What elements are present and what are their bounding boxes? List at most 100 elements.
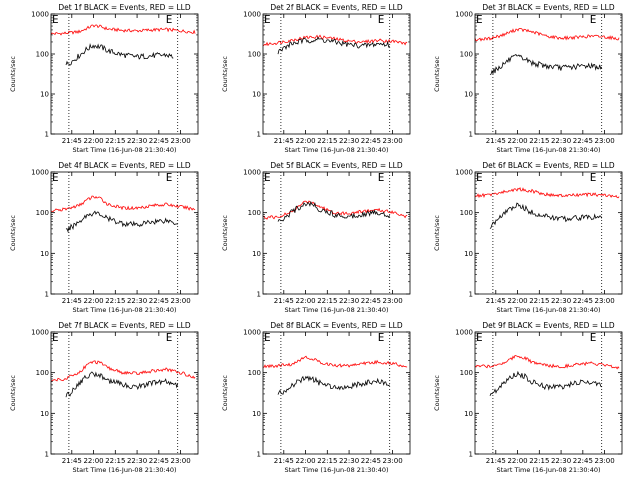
x-tick-label: 22:15 — [105, 457, 125, 465]
lld-series-line — [474, 187, 620, 199]
x-tick-label: 22:30 — [551, 137, 571, 145]
flag-label: E — [166, 13, 173, 26]
x-tick-label: 22:00 — [507, 457, 527, 465]
x-tick-label: 23:00 — [594, 297, 614, 305]
x-tick-label: 21:45 — [486, 297, 506, 305]
y-tick-label: 1000 — [243, 11, 261, 19]
x-tick-label: 23:00 — [594, 457, 614, 465]
x-tick-label: 22:45 — [361, 457, 381, 465]
panel-title: Det 9f BLACK = Events, RED = LLD — [482, 321, 615, 330]
y-tick-label: 10 — [252, 91, 261, 99]
events-series-line — [65, 210, 178, 234]
plot-frame — [262, 171, 411, 295]
x-tick-label: 22:15 — [105, 297, 125, 305]
y-tick-label: 1 — [45, 131, 49, 139]
y-tick-label: 100 — [248, 369, 261, 377]
x-tick-label: 22:15 — [529, 297, 549, 305]
lld-series-line — [474, 355, 620, 370]
y-tick-label: 100 — [248, 51, 261, 59]
plot-frame — [50, 171, 199, 295]
flag-label: E — [264, 13, 271, 26]
x-axis-label: Start Time (16-Jun-08 21:30:40) — [73, 306, 177, 314]
y-tick-label: 1 — [257, 451, 261, 459]
y-axis-label: Counts/sec — [9, 56, 17, 92]
x-tick-label: 22:00 — [507, 137, 527, 145]
y-tick-label: 100 — [460, 51, 473, 59]
x-tick-label: 22:15 — [529, 137, 549, 145]
flag-label: E — [378, 331, 385, 344]
events-series-line — [277, 375, 390, 395]
y-tick-label: 1 — [469, 291, 473, 299]
plot-frame — [474, 13, 623, 135]
y-axis-label: Counts/sec — [433, 375, 441, 411]
x-tick-label: 21:45 — [486, 137, 506, 145]
events-series-line — [489, 53, 603, 75]
events-series-line — [489, 202, 603, 229]
flag-label: E — [590, 331, 597, 344]
x-tick-label: 21:45 — [62, 457, 82, 465]
x-tick-label: 23:00 — [594, 137, 614, 145]
y-tick-label: 1 — [469, 131, 473, 139]
flag-label: E — [590, 13, 597, 26]
x-tick-label: 22:00 — [83, 137, 103, 145]
panel-title: Det 1f BLACK = Events, RED = LLD — [58, 3, 191, 12]
panel-title: Det 8f BLACK = Events, RED = LLD — [270, 321, 403, 330]
y-tick-label: 10 — [464, 410, 473, 418]
x-tick-label: 22:15 — [317, 137, 337, 145]
flag-label: E — [264, 331, 271, 344]
x-tick-label: 22:30 — [127, 137, 147, 145]
y-tick-label: 1000 — [31, 329, 49, 337]
x-tick-label: 22:45 — [149, 137, 169, 145]
x-tick-label: 22:00 — [295, 297, 315, 305]
y-tick-label: 100 — [36, 209, 49, 217]
events-series-line — [65, 371, 179, 398]
y-tick-label: 1 — [257, 291, 261, 299]
x-tick-label: 22:45 — [573, 297, 593, 305]
events-series-line — [489, 370, 602, 396]
y-tick-label: 10 — [464, 91, 473, 99]
y-axis-label: Counts/sec — [9, 375, 17, 411]
x-tick-label: 23:00 — [382, 137, 402, 145]
events-series-line — [65, 43, 174, 66]
x-tick-label: 21:45 — [274, 137, 294, 145]
y-tick-label: 10 — [252, 250, 261, 258]
x-tick-label: 22:30 — [339, 137, 359, 145]
plot-frame — [474, 331, 623, 455]
y-axis-label: Counts/sec — [433, 56, 441, 92]
lld-series-line — [50, 24, 196, 36]
flag-label: E — [476, 331, 483, 344]
x-tick-label: 23:00 — [170, 137, 190, 145]
x-tick-label: 22:30 — [339, 457, 359, 465]
x-tick-label: 22:15 — [529, 457, 549, 465]
x-tick-label: 22:00 — [295, 457, 315, 465]
x-tick-label: 23:00 — [382, 297, 402, 305]
y-tick-label: 100 — [36, 51, 49, 59]
lld-series-line — [262, 200, 408, 220]
flag-label: E — [378, 171, 385, 184]
y-tick-label: 1000 — [31, 11, 49, 19]
lld-series-line — [263, 355, 408, 369]
x-tick-label: 21:45 — [274, 297, 294, 305]
x-tick-label: 22:30 — [127, 457, 147, 465]
x-tick-label: 22:45 — [573, 137, 593, 145]
x-tick-label: 23:00 — [382, 457, 402, 465]
y-tick-label: 1000 — [455, 11, 473, 19]
y-tick-label: 1 — [469, 451, 473, 459]
y-tick-label: 1000 — [455, 329, 473, 337]
x-tick-label: 22:30 — [551, 297, 571, 305]
events-series-line — [277, 200, 391, 222]
y-axis-label: Counts/sec — [221, 215, 229, 251]
plot-frame — [262, 13, 411, 135]
y-tick-label: 10 — [40, 410, 49, 418]
flag-label: E — [166, 331, 173, 344]
y-tick-label: 100 — [248, 209, 261, 217]
x-tick-label: 22:00 — [295, 137, 315, 145]
y-tick-label: 1000 — [243, 329, 261, 337]
x-tick-label: 22:45 — [573, 457, 593, 465]
